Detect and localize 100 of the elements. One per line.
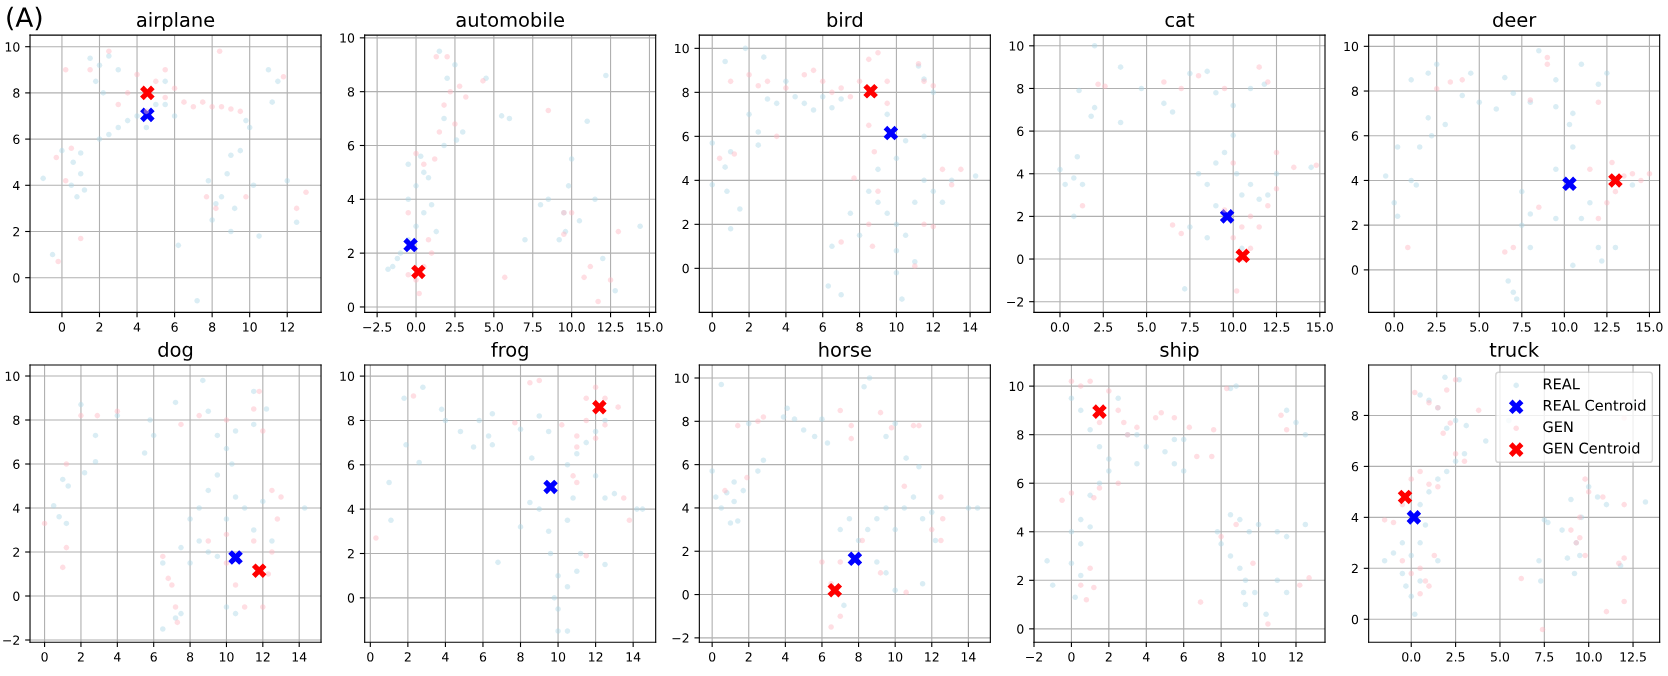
x-tick-label: 10.0 — [559, 322, 585, 332]
x-tick-label: 8 — [1218, 652, 1225, 662]
x-tick-label: 10.0 — [1551, 322, 1578, 332]
y-tick-label: 0 — [13, 273, 20, 283]
x-tick-label: 0 — [1068, 652, 1075, 662]
x-tick-label: 14 — [963, 322, 978, 332]
chart-title: truck — [1489, 341, 1540, 357]
x-tick-label: 15.0 — [636, 322, 663, 332]
x-tick-label: 2.5 — [1446, 652, 1465, 662]
x-tick-label: 10 — [243, 322, 257, 332]
y-tick-label: 10 — [1009, 41, 1024, 51]
y-tick-label: 6 — [682, 460, 689, 470]
x-tick-label: 8 — [855, 652, 862, 662]
legend-label: GEN — [1543, 421, 1573, 433]
y-tick-label: 10 — [1344, 41, 1359, 52]
x-tick-label: 0 — [41, 652, 48, 662]
y-tick-label: −2 — [3, 635, 20, 645]
x-tick-label: 8 — [209, 322, 216, 332]
chart-title: dog — [158, 341, 193, 361]
y-tick-label: 6 — [1351, 131, 1359, 141]
x-tick-label: 14 — [961, 652, 976, 662]
x-tick-label: 12 — [926, 322, 940, 332]
x-tick-label: 4 — [133, 322, 141, 332]
x-tick-label: 7.5 — [1180, 322, 1199, 332]
y-tick-label: 6 — [682, 131, 689, 142]
y-tick-label: 0 — [13, 591, 20, 601]
x-tick-label: 12.5 — [1620, 652, 1646, 662]
x-tick-label: −2.5 — [363, 322, 392, 332]
x-tick-label: −2 — [1026, 652, 1042, 662]
x-tick-label: 4 — [781, 652, 789, 662]
x-tick-label: 12 — [280, 322, 294, 332]
y-tick-label: 6 — [1351, 461, 1359, 472]
x-tick-label: 5.0 — [1137, 322, 1156, 332]
x-tick-label: 2.5 — [1094, 322, 1113, 332]
y-tick-label: 2 — [347, 248, 354, 258]
chart-title: bird — [827, 12, 862, 28]
x-tick-label: 10.0 — [1576, 652, 1602, 662]
y-tick-label: 0 — [347, 593, 355, 603]
x-tick-label: 10 — [1251, 652, 1266, 662]
x-tick-label: 12 — [256, 652, 270, 662]
y-tick-label: 6 — [1017, 126, 1024, 137]
y-tick-label: 2 — [1351, 220, 1358, 230]
x-tick-label: 0.0 — [1385, 322, 1404, 332]
x-tick-label: 8 — [517, 652, 524, 662]
y-tick-label: 2 — [682, 219, 689, 230]
x-tick-label: 6 — [171, 322, 178, 332]
chart-title: deer — [1493, 12, 1537, 28]
y-tick-label: 0 — [1017, 254, 1024, 264]
x-tick-label: 10 — [551, 652, 566, 662]
chart-title: frog — [491, 341, 528, 361]
legend-label: GEN Centroid — [1543, 442, 1640, 454]
y-tick-label: 2 — [13, 226, 20, 237]
y-tick-label: 2 — [347, 548, 354, 559]
x-tick-label: 12.5 — [1594, 322, 1620, 332]
y-tick-label: 6 — [347, 140, 355, 151]
x-tick-label: 0 — [709, 322, 716, 332]
y-tick-label: 6 — [13, 459, 20, 469]
y-tick-label: 6 — [13, 134, 20, 145]
x-tick-label: 2 — [745, 652, 752, 662]
x-tick-label: 0 — [367, 652, 374, 662]
y-tick-label: 4 — [347, 194, 355, 205]
x-tick-label: 7.5 — [1512, 322, 1531, 332]
x-tick-label: 2.5 — [445, 322, 464, 332]
x-tick-label: 2 — [1105, 652, 1112, 662]
x-tick-label: 12 — [1289, 652, 1303, 662]
x-tick-label: 2 — [746, 322, 752, 332]
y-tick-label: 8 — [1351, 410, 1359, 421]
x-tick-label: 5.0 — [1470, 322, 1489, 332]
y-tick-label: 8 — [682, 87, 689, 98]
x-tick-label: 0.0 — [406, 322, 426, 332]
chart-title: airplane — [137, 12, 215, 31]
chart-title: cat — [1165, 13, 1195, 28]
x-tick-label: 14 — [292, 652, 307, 662]
x-tick-label: 8 — [186, 652, 194, 662]
x-tick-label: 0 — [709, 652, 716, 662]
x-tick-label: 12.5 — [1263, 322, 1290, 332]
y-tick-label: 2 — [1017, 575, 1024, 586]
x-tick-label: 12 — [589, 652, 603, 662]
y-tick-label: 8 — [347, 415, 355, 426]
y-tick-label: 10 — [340, 371, 355, 382]
y-tick-label: −2 — [1007, 297, 1024, 307]
y-tick-label: 0 — [347, 302, 355, 312]
x-tick-label: 12 — [925, 652, 939, 662]
legend-label: REAL — [1543, 378, 1580, 390]
x-tick-label: 4 — [113, 652, 121, 662]
x-tick-label: 0 — [58, 322, 66, 332]
y-tick-label: 0 — [682, 590, 689, 600]
y-tick-label: 4 — [1351, 513, 1359, 523]
x-tick-label: 7.5 — [523, 322, 542, 332]
x-tick-label: 0.0 — [1402, 652, 1421, 662]
x-tick-label: 5.0 — [484, 322, 503, 332]
y-tick-label: 10 — [340, 33, 355, 43]
y-tick-label: 0 — [1351, 614, 1359, 625]
x-tick-label: 15.0 — [1636, 322, 1663, 332]
x-tick-label: 10 — [888, 652, 903, 662]
chart-title: horse — [819, 341, 871, 357]
x-tick-label: 2 — [96, 322, 103, 332]
y-tick-label: 4 — [682, 175, 689, 186]
y-tick-label: 10 — [1009, 381, 1024, 392]
y-tick-label: 0 — [1017, 624, 1024, 634]
